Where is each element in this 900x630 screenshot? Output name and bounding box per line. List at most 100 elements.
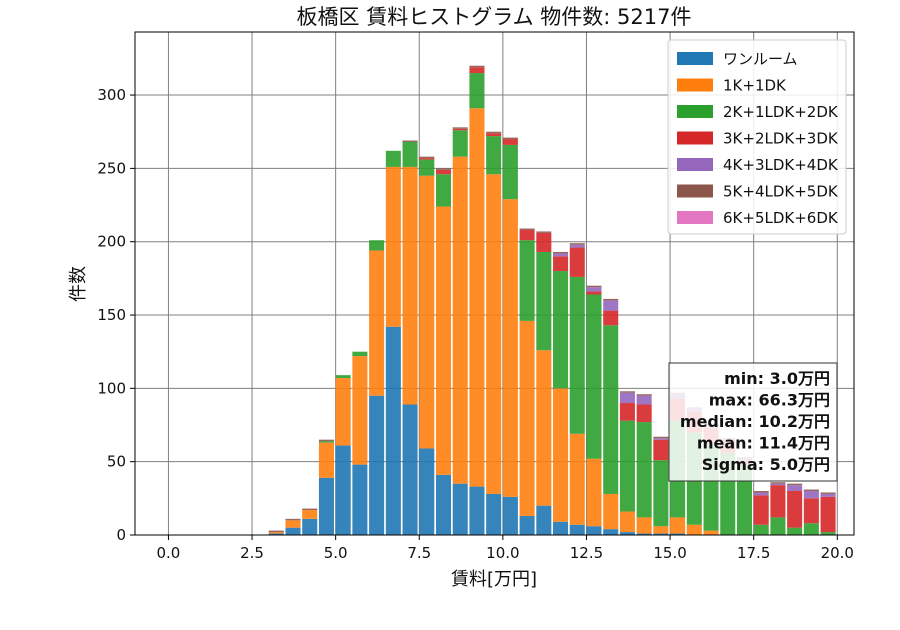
bar-segment bbox=[369, 250, 385, 396]
bar-segment bbox=[569, 243, 585, 245]
bar-segment bbox=[703, 530, 719, 535]
legend-label: 6K+5LDK+6DK bbox=[723, 209, 839, 227]
bar-segment bbox=[820, 493, 836, 497]
legend-label: 3K+2LDK+3DK bbox=[723, 130, 839, 148]
bar-segment bbox=[787, 527, 803, 535]
x-tick-label: 7.5 bbox=[407, 544, 431, 562]
bar-segment bbox=[452, 483, 468, 535]
stats-line: Sigma: 5.0万円 bbox=[702, 455, 830, 474]
bar-segment bbox=[502, 144, 518, 200]
bar-segment bbox=[586, 285, 602, 288]
bar-stack-layer bbox=[268, 65, 836, 535]
bar-segment bbox=[619, 392, 635, 404]
legend-swatch bbox=[677, 52, 713, 65]
bar-segment bbox=[302, 510, 318, 519]
bar-segment bbox=[820, 492, 836, 494]
bar-segment bbox=[803, 523, 819, 535]
bar-segment bbox=[653, 460, 669, 527]
bar-segment bbox=[753, 491, 769, 493]
bar-segment bbox=[536, 350, 552, 506]
bar-segment bbox=[619, 391, 635, 393]
y-tick-label: 300 bbox=[97, 86, 126, 104]
y-tick-label: 150 bbox=[97, 306, 126, 324]
bar-segment bbox=[435, 206, 452, 475]
legend-label: ワンルーム bbox=[723, 50, 798, 68]
legend-label: 1K+1DK bbox=[723, 77, 787, 95]
bar-segment bbox=[519, 229, 535, 241]
bar-segment bbox=[770, 482, 786, 484]
bar-segment bbox=[502, 496, 518, 535]
bar-segment bbox=[419, 175, 435, 449]
bar-segment bbox=[452, 127, 468, 129]
bar-segment bbox=[352, 356, 368, 465]
bar-segment bbox=[553, 271, 569, 389]
bar-segment bbox=[486, 174, 502, 494]
bar-segment bbox=[469, 73, 485, 109]
legend-swatch bbox=[677, 105, 713, 118]
bar-segment bbox=[569, 433, 585, 525]
axes-frame bbox=[134, 31, 855, 536]
legend-swatch bbox=[677, 78, 713, 92]
bar-segment bbox=[787, 491, 803, 528]
bar-segment bbox=[419, 448, 435, 535]
bar-segment bbox=[553, 251, 569, 254]
bar-segment bbox=[636, 404, 652, 423]
legend-items: ワンルーム 1K+1DK 2K+1LDK+2DK 3K+2LDK+3DK 4K+3LDK… bbox=[677, 50, 839, 227]
bar-segment bbox=[603, 529, 619, 535]
y-tick-label: 200 bbox=[97, 233, 126, 251]
bar-segment bbox=[586, 458, 602, 527]
x-tick-label: 2.5 bbox=[240, 544, 264, 562]
x-tick-label: 0.0 bbox=[157, 544, 181, 562]
bar-segment bbox=[569, 244, 585, 248]
bar-segment bbox=[519, 240, 535, 321]
bar-segment bbox=[753, 495, 769, 525]
bar-segment bbox=[770, 483, 786, 486]
chart-title: 板橋区 賃料ヒストグラム 物件数: 5217件 bbox=[297, 5, 692, 29]
bar-segment bbox=[519, 228, 535, 230]
bar-segment bbox=[352, 464, 368, 535]
bar-segment bbox=[770, 517, 786, 535]
bar-segment bbox=[502, 137, 518, 140]
bar-segment bbox=[419, 156, 435, 159]
bar-segment bbox=[302, 508, 318, 511]
bar-segment bbox=[636, 395, 652, 405]
bar-segment bbox=[469, 486, 485, 535]
bar-segment bbox=[603, 300, 619, 311]
bar-segment bbox=[486, 131, 502, 134]
bar-segment bbox=[586, 526, 602, 535]
y-tick-label: 250 bbox=[97, 159, 126, 177]
bar-segment bbox=[402, 141, 418, 167]
stats-box-frame bbox=[668, 362, 838, 482]
bar-segment bbox=[753, 492, 769, 496]
bar-segment bbox=[636, 422, 652, 518]
bar-segment bbox=[285, 527, 301, 535]
bar-segment bbox=[619, 420, 635, 512]
bar-segment bbox=[402, 166, 418, 405]
bar-segment bbox=[385, 150, 401, 167]
bar-segment bbox=[603, 310, 619, 326]
bar-segment bbox=[770, 485, 786, 518]
stats-box: min: 3.0万円 max: 66.3万円 median: 10.2万円 mean:… bbox=[668, 362, 838, 482]
bar-segment bbox=[435, 174, 452, 207]
bar-segment bbox=[435, 169, 452, 175]
bar-segment bbox=[302, 518, 318, 535]
bar-segment bbox=[586, 294, 602, 459]
y-tick-label: 0 bbox=[116, 526, 126, 544]
bar-segment bbox=[803, 489, 819, 492]
bar-segment bbox=[452, 130, 468, 157]
bar-segment bbox=[653, 533, 669, 535]
bar-segment bbox=[553, 256, 569, 272]
y-axis-label: 件数 bbox=[68, 266, 89, 302]
bar-segment bbox=[335, 375, 351, 379]
bar-segment bbox=[653, 439, 669, 461]
bar-segment bbox=[619, 403, 635, 421]
bar-segment bbox=[636, 517, 652, 534]
bar-segment bbox=[653, 438, 669, 440]
legend-label: 2K+1LDK+2DK bbox=[723, 103, 839, 121]
stats-lines: min: 3.0万円 max: 66.3万円 median: 10.2万円 mean:… bbox=[680, 369, 830, 474]
bar-segment bbox=[469, 67, 485, 74]
x-tick-label: 15.0 bbox=[653, 544, 686, 562]
legend-swatch bbox=[677, 158, 713, 171]
bar-segment bbox=[653, 436, 669, 439]
bar-segment bbox=[486, 133, 502, 137]
